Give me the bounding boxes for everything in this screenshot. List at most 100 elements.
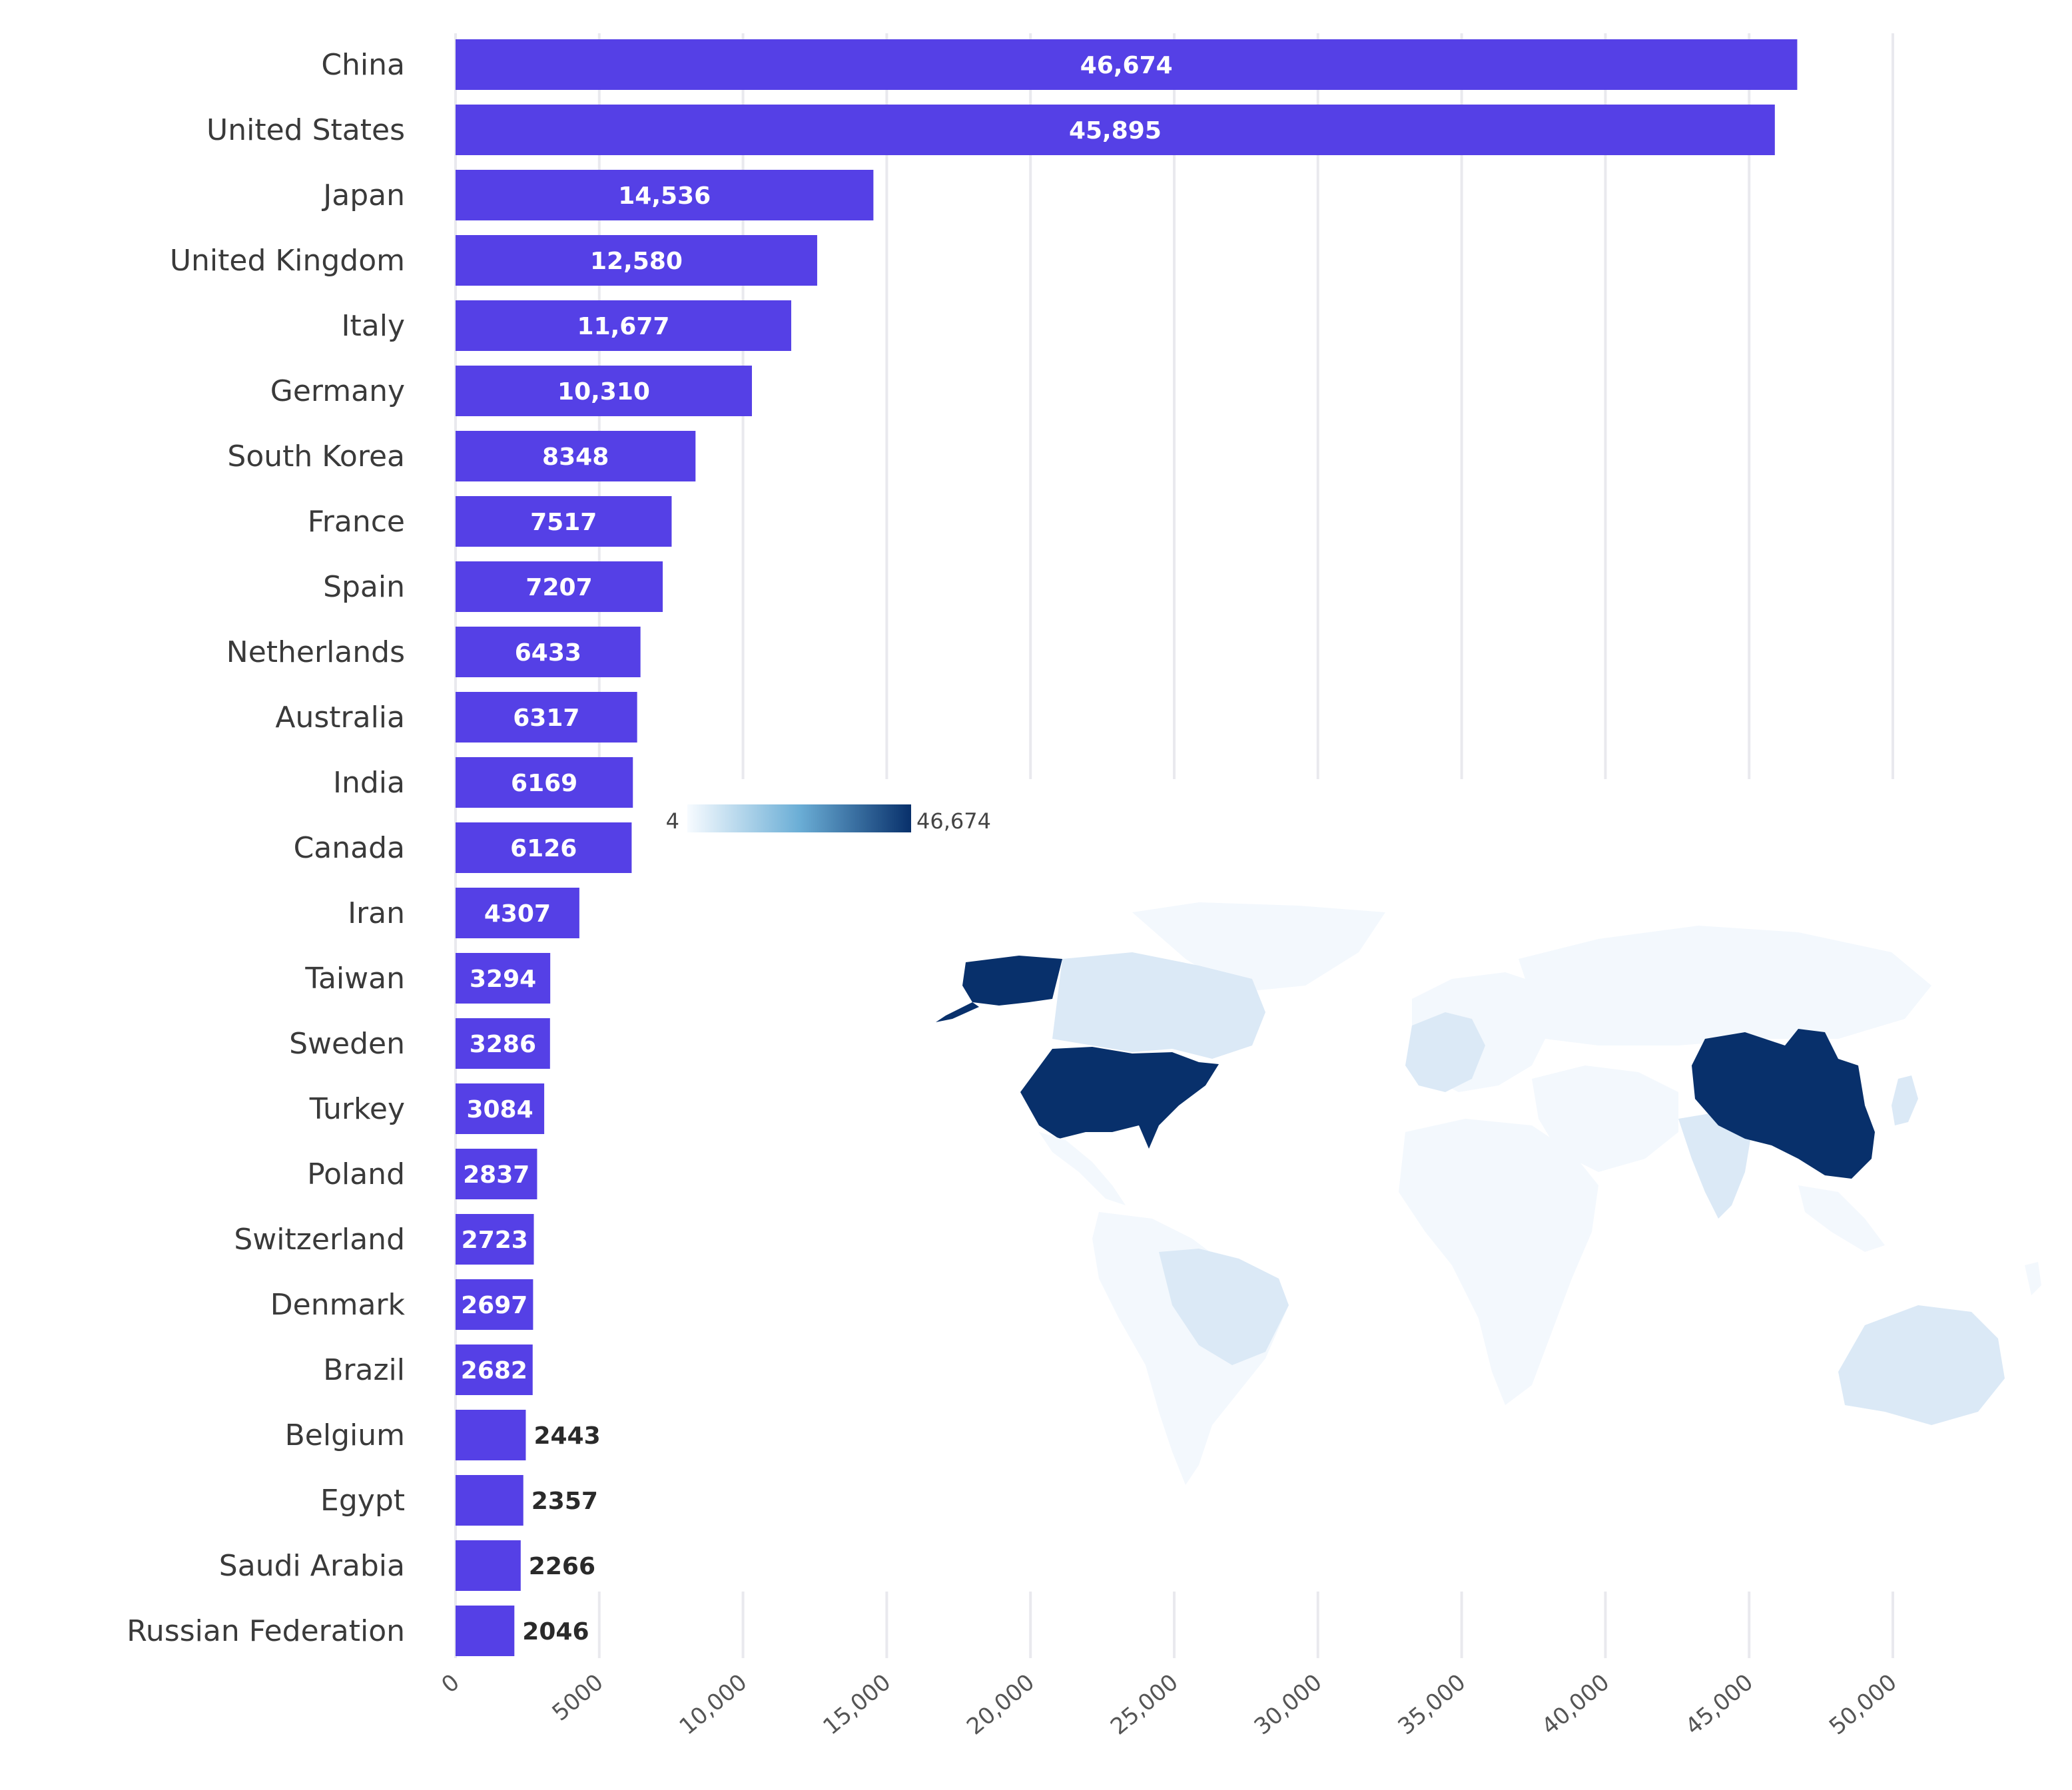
- category-label: Iran: [348, 896, 405, 930]
- bar: [456, 431, 696, 481]
- inset-world-map: 4 46,674: [586, 804, 2071, 1592]
- bar: [456, 1214, 534, 1265]
- map-africa: [1399, 1119, 1598, 1405]
- x-axis-ticks: 0 5000 10,000 15,000 20,000 25,000 30,000 35,00…: [436, 1669, 1901, 1740]
- bar: [456, 1083, 545, 1134]
- category-label: South Korea: [227, 440, 405, 473]
- category-label: Italy: [342, 309, 405, 343]
- data-label: 2046: [522, 1618, 589, 1645]
- category-label: Canada: [294, 831, 405, 865]
- map-legend-max: 46,674: [916, 808, 991, 834]
- category-label: Belgium: [285, 1418, 405, 1452]
- data-label: 6317: [513, 705, 579, 732]
- x-tick-label: 20,000: [962, 1669, 1040, 1740]
- bar: [456, 888, 579, 938]
- category-labels: China United States Japan United Kingdom Ita…: [127, 48, 405, 1648]
- data-label: 2357: [531, 1488, 598, 1515]
- category-label: United Kingdom: [170, 244, 405, 278]
- data-label: 3294: [470, 966, 536, 993]
- x-tick-label: 35,000: [1393, 1669, 1471, 1740]
- data-label: 4307: [484, 900, 551, 928]
- data-label: 7517: [530, 509, 597, 536]
- bar: [456, 39, 1798, 90]
- map-mexico: [1039, 1132, 1126, 1205]
- map-southeast-asia: [1798, 1185, 1885, 1252]
- category-label: Brazil: [323, 1353, 405, 1387]
- map-usa: [1020, 1047, 1219, 1149]
- map-new-zealand: [2025, 1262, 2041, 1295]
- x-tick-label: 10,000: [675, 1669, 753, 1740]
- bar: [456, 822, 632, 873]
- category-label: Russian Federation: [127, 1614, 405, 1648]
- bar: [456, 757, 633, 808]
- bar: [456, 1475, 523, 1526]
- category-label: Switzerland: [234, 1223, 405, 1257]
- data-label: 46,674: [1080, 52, 1173, 79]
- bar: [456, 170, 874, 220]
- data-label: 2837: [463, 1161, 529, 1189]
- value-labels: 46,674 45,895 14,536 12,580 11,677 10,310 8348…: [461, 52, 1173, 1645]
- data-label: 6126: [510, 835, 577, 862]
- category-label: Spain: [323, 570, 405, 604]
- bar: [456, 1149, 537, 1199]
- category-label: Australia: [275, 701, 405, 735]
- map-russia: [1519, 926, 1931, 1045]
- category-label: Japan: [321, 178, 405, 212]
- category-label: Egypt: [320, 1484, 405, 1518]
- bar: [456, 692, 637, 743]
- data-label: 8348: [542, 444, 609, 471]
- x-tick-label: 25,000: [1106, 1669, 1184, 1740]
- bar: [456, 235, 817, 286]
- bars: [456, 39, 1798, 1656]
- data-label: 7207: [525, 574, 592, 601]
- bar: [456, 105, 1775, 155]
- bar: [456, 1606, 515, 1656]
- data-label: 2697: [461, 1292, 527, 1319]
- bar: [456, 953, 551, 1004]
- map-alaska-chain: [936, 1002, 979, 1022]
- category-label: Sweden: [289, 1027, 405, 1061]
- x-tick-label: 40,000: [1537, 1669, 1614, 1740]
- x-tick-label: 5000: [547, 1669, 609, 1726]
- category-label: France: [308, 505, 405, 539]
- category-label: United States: [206, 113, 405, 147]
- bar: [456, 496, 672, 547]
- map-western-europe: [1405, 1012, 1485, 1092]
- map-alaska: [962, 956, 1062, 1006]
- x-tick-label: 0: [436, 1669, 464, 1699]
- data-label: 2266: [529, 1553, 595, 1580]
- x-tick-label: 50,000: [1824, 1669, 1902, 1740]
- category-label: Germany: [270, 374, 405, 408]
- data-label: 11,677: [577, 313, 670, 340]
- bar: [456, 1279, 533, 1330]
- data-label: 14,536: [618, 182, 711, 210]
- data-label: 3286: [470, 1031, 536, 1058]
- map-legend-min: 4: [666, 808, 679, 834]
- bar: [456, 1410, 526, 1460]
- data-label: 2682: [461, 1357, 527, 1384]
- map-japan: [1892, 1075, 1918, 1125]
- map-brazil: [1159, 1249, 1289, 1365]
- bar: [456, 1018, 550, 1069]
- data-label: 2723: [462, 1227, 528, 1254]
- bar: [456, 1540, 521, 1591]
- category-label: Denmark: [270, 1288, 406, 1322]
- map-india: [1678, 1112, 1752, 1219]
- category-label: India: [333, 766, 405, 800]
- map-middle-east: [1532, 1065, 1678, 1172]
- category-label: Netherlands: [226, 635, 405, 669]
- bar: [456, 1344, 533, 1395]
- category-label: Turkey: [309, 1092, 405, 1126]
- category-label: Poland: [307, 1157, 405, 1191]
- bar: [456, 300, 791, 351]
- map-legend-gradient: [687, 804, 911, 832]
- data-label: 10,310: [557, 378, 650, 406]
- map-china: [1692, 1029, 1875, 1179]
- x-tick-label: 30,000: [1249, 1669, 1327, 1740]
- map-canada: [1052, 952, 1265, 1059]
- data-label: 6169: [511, 770, 577, 797]
- category-label: China: [321, 48, 405, 82]
- x-tick-label: 15,000: [818, 1669, 896, 1740]
- category-label: Saudi Arabia: [219, 1549, 405, 1583]
